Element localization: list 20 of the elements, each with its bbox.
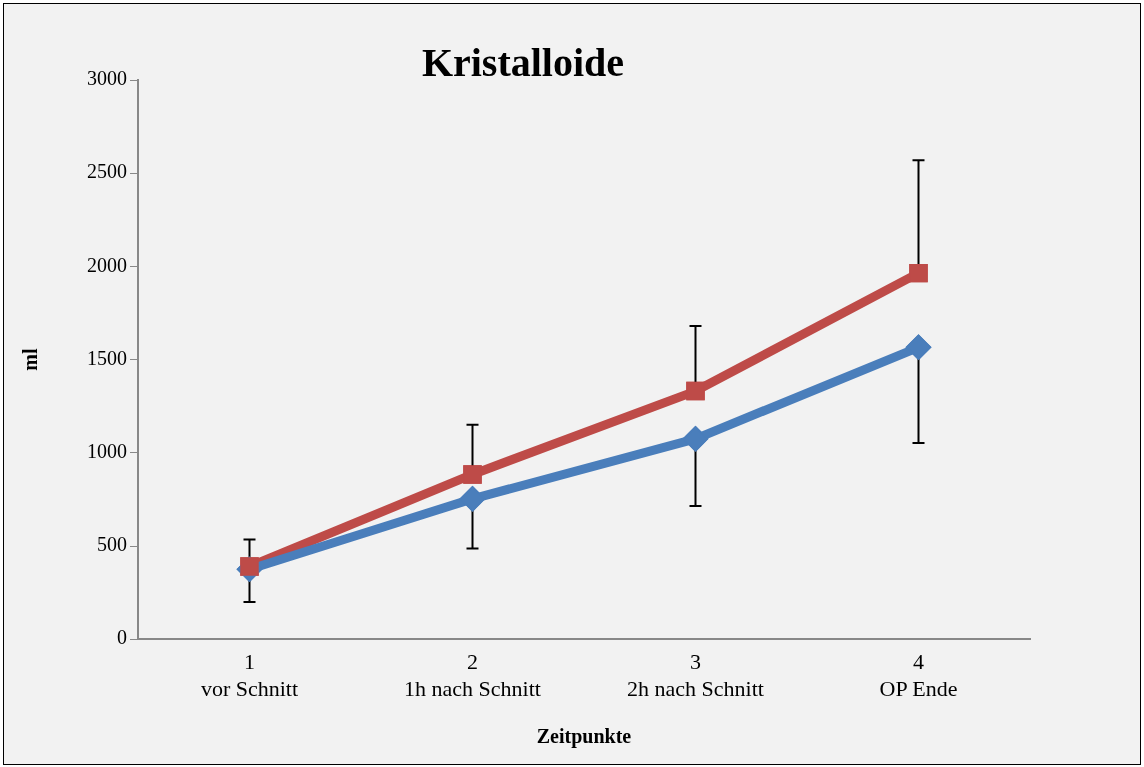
point <box>905 334 932 361</box>
y-tick-label: 500 <box>97 533 127 556</box>
y-axis-title: ml <box>19 348 42 371</box>
point <box>909 263 928 283</box>
y-tick-label: 2500 <box>87 160 127 183</box>
x-tick-label: 1 vor Schnitt <box>200 649 299 701</box>
x-tick-label: 2 1h nach Schnitt <box>404 649 541 701</box>
x-axis-title: Zeitpunkte <box>536 725 632 749</box>
point <box>463 465 482 484</box>
y-tick-label: 2000 <box>87 253 127 276</box>
y-tick-label: 3000 <box>87 67 127 90</box>
y-tick-label: 1500 <box>87 346 127 369</box>
point <box>459 486 486 512</box>
point <box>686 381 705 401</box>
y-tick-label: 1000 <box>87 440 127 463</box>
point <box>682 426 709 452</box>
x-tick-label: 3 2h nach Schnitt <box>627 649 764 701</box>
y-tick-label: 0 <box>117 626 127 649</box>
x-tick-label: 4 OP Ende <box>879 649 958 701</box>
chart-title: Kristalloide <box>421 40 625 86</box>
